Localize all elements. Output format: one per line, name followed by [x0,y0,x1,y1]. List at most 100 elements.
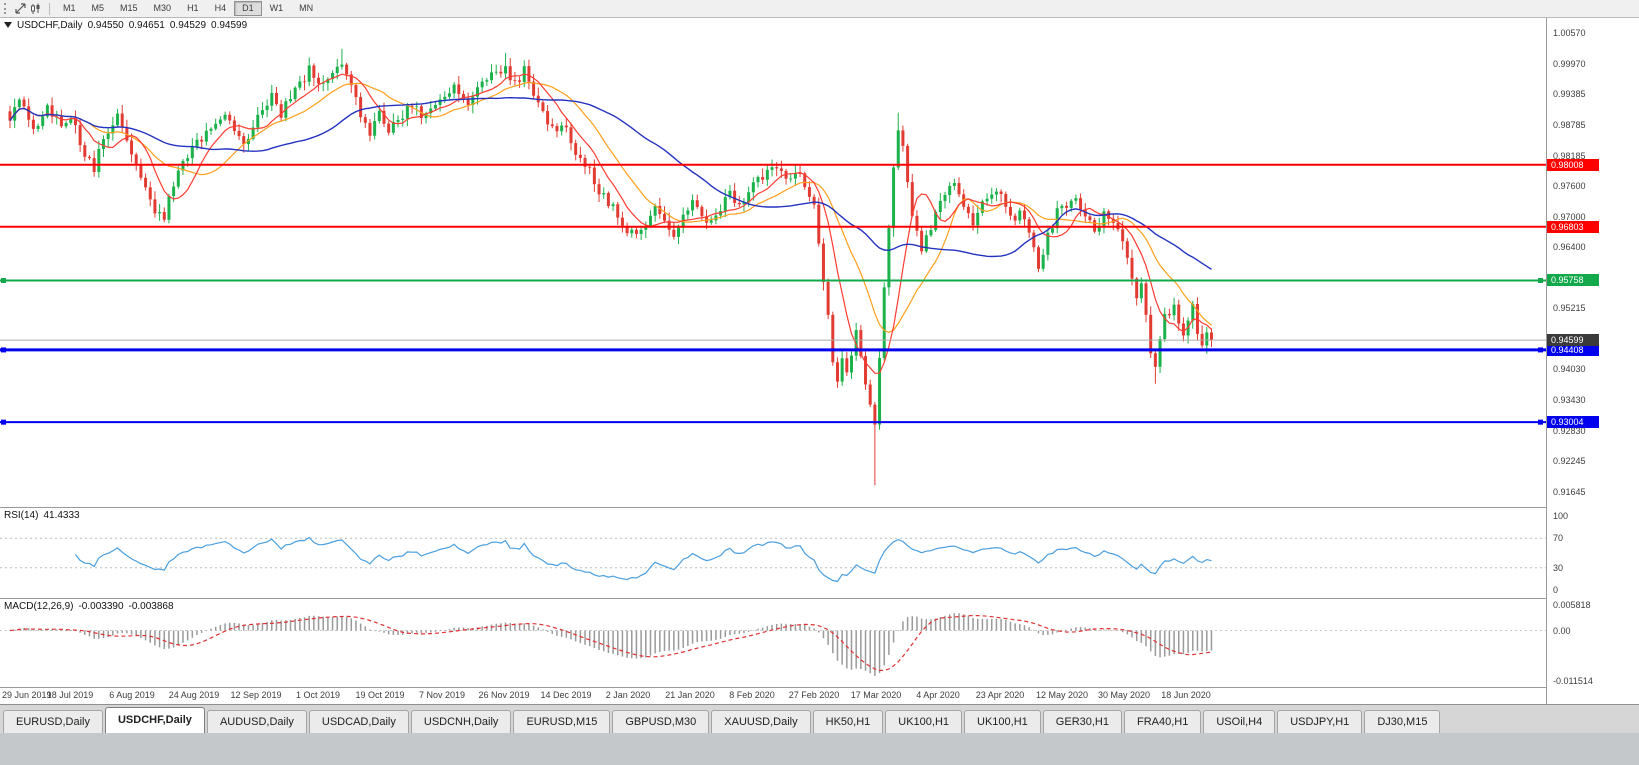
level-price-tag: 0.98008 [1547,158,1599,171]
timeframe-button-mn[interactable]: MN [299,3,314,13]
macd-header: MACD(12,26,9) -0.003390 -0.003868 [4,601,179,612]
main-chart-pane: USDCHF,Daily 0.94550 0.94651 0.94529 0.94599 [0,18,1546,508]
macd-axis-label: -0.011514 [1553,676,1593,686]
macd-axis-label: 0.00 [1553,625,1571,636]
rsi-indicator-pane: RSI(14) 41.4333 [0,508,1546,599]
rsi-axis-label: 100 [1553,511,1569,521]
price-axis-label: 0.91645 [1553,487,1586,498]
date-axis-label: 27 Feb 2020 [788,690,840,700]
chart-tab-eurusd-m15[interactable]: EURUSD,M15 [513,710,611,733]
ohlc-close: 0.94599 [211,20,248,31]
date-axis-label: 12 May 2020 [1035,690,1089,700]
rsi-header: RSI(14) 41.4333 [4,510,85,521]
macd-signal-line [9,615,1212,671]
date-axis-label: 17 Mar 2020 [850,690,902,700]
chart-tab-xauusd-daily[interactable]: XAUUSD,Daily [711,710,811,733]
level-handle-left[interactable] [1,419,6,425]
date-axis-label: 8 Feb 2020 [729,690,775,700]
ma-slow-line [9,96,1212,270]
current-price-tag: 0.94599 [1547,334,1599,347]
price-axis[interactable]: 1.00570 0.99970 0.99385 0.98785 0.98185 0.976… [1546,18,1639,704]
macd-main-value: -0.003390 [78,601,124,612]
diagonal-arrows-icon[interactable] [13,2,27,15]
level-handle-left[interactable] [1,277,6,283]
chart-tab-uk100-h1[interactable]: UK100,H1 [964,710,1041,733]
timeframe-button-h1[interactable]: H1 [187,3,199,13]
chart-marker-icon [4,22,12,29]
price-axis-label: 0.97000 [1553,211,1586,222]
macd-name: MACD(12,26,9) [4,601,74,612]
timeframe-button-m1[interactable]: M1 [63,3,76,13]
ma-fast-line [9,73,1212,374]
toolbar-grip[interactable] [4,3,8,14]
rsi-line [75,536,1212,583]
timeframe-button-m15[interactable]: M15 [120,3,138,13]
main-chart-canvas[interactable] [0,18,1546,507]
rsi-name: RSI(14) [4,510,39,521]
candlestick-chart-icon[interactable] [29,2,43,15]
chart-tab-bar: EURUSD,Daily USDCHF,Daily AUDUSD,Daily USDC… [0,704,1639,733]
chart-tab-hk50-h1[interactable]: HK50,H1 [812,710,884,733]
level-handle-left[interactable] [1,347,6,353]
date-axis-label: 21 Jan 2020 [665,690,715,700]
timeframe-button-m30[interactable]: M30 [153,3,172,13]
macd-indicator-pane: MACD(12,26,9) -0.003390 -0.003868 [0,599,1546,688]
chart-tab-usdcad-daily[interactable]: USDCAD,Daily [308,710,409,733]
level-price-tag: 0.94408 [1547,343,1599,356]
chart-tab-usdjpy-h1[interactable]: USDJPY,H1 [1277,710,1363,733]
date-axis-label: 23 Apr 2020 [975,690,1025,700]
time-axis[interactable]: 29 Jun 2019 18 Jul 2019 6 Aug 2019 24 Aug 2… [0,688,1546,704]
chart-tab-dj30-m15[interactable]: DJ30,M15 [1364,710,1441,733]
rsi-axis-label: 0 [1553,585,1559,595]
date-axis-label: 18 Jun 2020 [1161,690,1211,700]
level-handle-right[interactable] [1538,277,1543,283]
price-axis-label: 0.98185 [1553,150,1586,161]
macd-histogram [9,613,1213,676]
price-axis-label: 0.92245 [1553,456,1586,467]
chart-ohlc-header: USDCHF,Daily 0.94550 0.94651 0.94529 0.94599 [4,20,252,31]
chart-tab-gbpusd-m30[interactable]: GBPUSD,M30 [612,710,710,733]
date-axis-label: 1 Oct 2019 [295,690,341,700]
chart-tab-usoil-h4[interactable]: USOil,H4 [1203,710,1276,733]
date-axis-label: 6 Aug 2019 [109,690,155,700]
date-axis-label: 29 Jun 2019 [2,690,52,700]
price-axis-label: 0.98785 [1553,119,1586,130]
price-axis-label: 0.95215 [1553,303,1586,314]
price-axis-label: 0.92830 [1553,426,1586,437]
price-axis-label: 0.97600 [1553,180,1586,191]
rsi-axis-label: 70 [1553,533,1564,544]
level-handle-right[interactable] [1538,347,1543,353]
price-axis-label: 0.94030 [1553,364,1586,375]
date-axis-label: 14 Dec 2019 [540,690,592,700]
chart-tab-ger30-h1[interactable]: GER30,H1 [1042,710,1122,733]
macd-axis-label: 0.005818 [1553,600,1591,610]
date-axis-label: 12 Sep 2019 [230,690,282,700]
level-handle-right[interactable] [1538,419,1543,425]
timeframe-button-h4[interactable]: H4 [214,3,227,13]
date-axis-label: 4 Apr 2020 [916,690,960,700]
date-axis-label: 19 Oct 2019 [355,690,405,700]
toolbar-separator [49,2,50,15]
symbol-period-label: USDCHF,Daily [17,20,83,31]
rsi-canvas[interactable] [0,508,1546,598]
timeframe-button-d1[interactable]: D1 [234,1,262,16]
chart-tab-uk100-h1[interactable]: UK100,H1 [885,710,963,733]
timeframe-buttons: M1 M5 M15 M30 H1 H4 D1 W1 MN [55,1,321,16]
chart-tab-audusd-daily[interactable]: AUDUSD,Daily [206,710,307,733]
ohlc-high: 0.94651 [128,20,165,31]
chart-tab-usdcnh-daily[interactable]: USDCNH,Daily [410,710,512,733]
timeframe-button-m5[interactable]: M5 [91,3,105,13]
price-axis-label: 0.99385 [1553,88,1586,99]
chart-tab-fra40-h1[interactable]: FRA40,H1 [1124,710,1202,733]
price-axis-label: 1.00570 [1553,27,1586,38]
period-toolbar: M1 M5 M15 M30 H1 H4 D1 W1 MN [0,0,1639,18]
date-axis-label: 7 Nov 2019 [418,690,466,700]
date-axis-label: 26 Nov 2019 [478,690,530,700]
ohlc-low: 0.94529 [169,20,207,31]
macd-canvas[interactable] [0,599,1546,687]
timeframe-button-w1[interactable]: W1 [269,3,284,13]
chart-tab-eurusd-daily[interactable]: EURUSD,Daily [3,710,103,733]
macd-signal-value: -0.003868 [128,601,174,612]
date-axis-label: 2 Jan 2020 [605,690,651,700]
chart-tab-usdchf-daily[interactable]: USDCHF,Daily [104,707,205,733]
